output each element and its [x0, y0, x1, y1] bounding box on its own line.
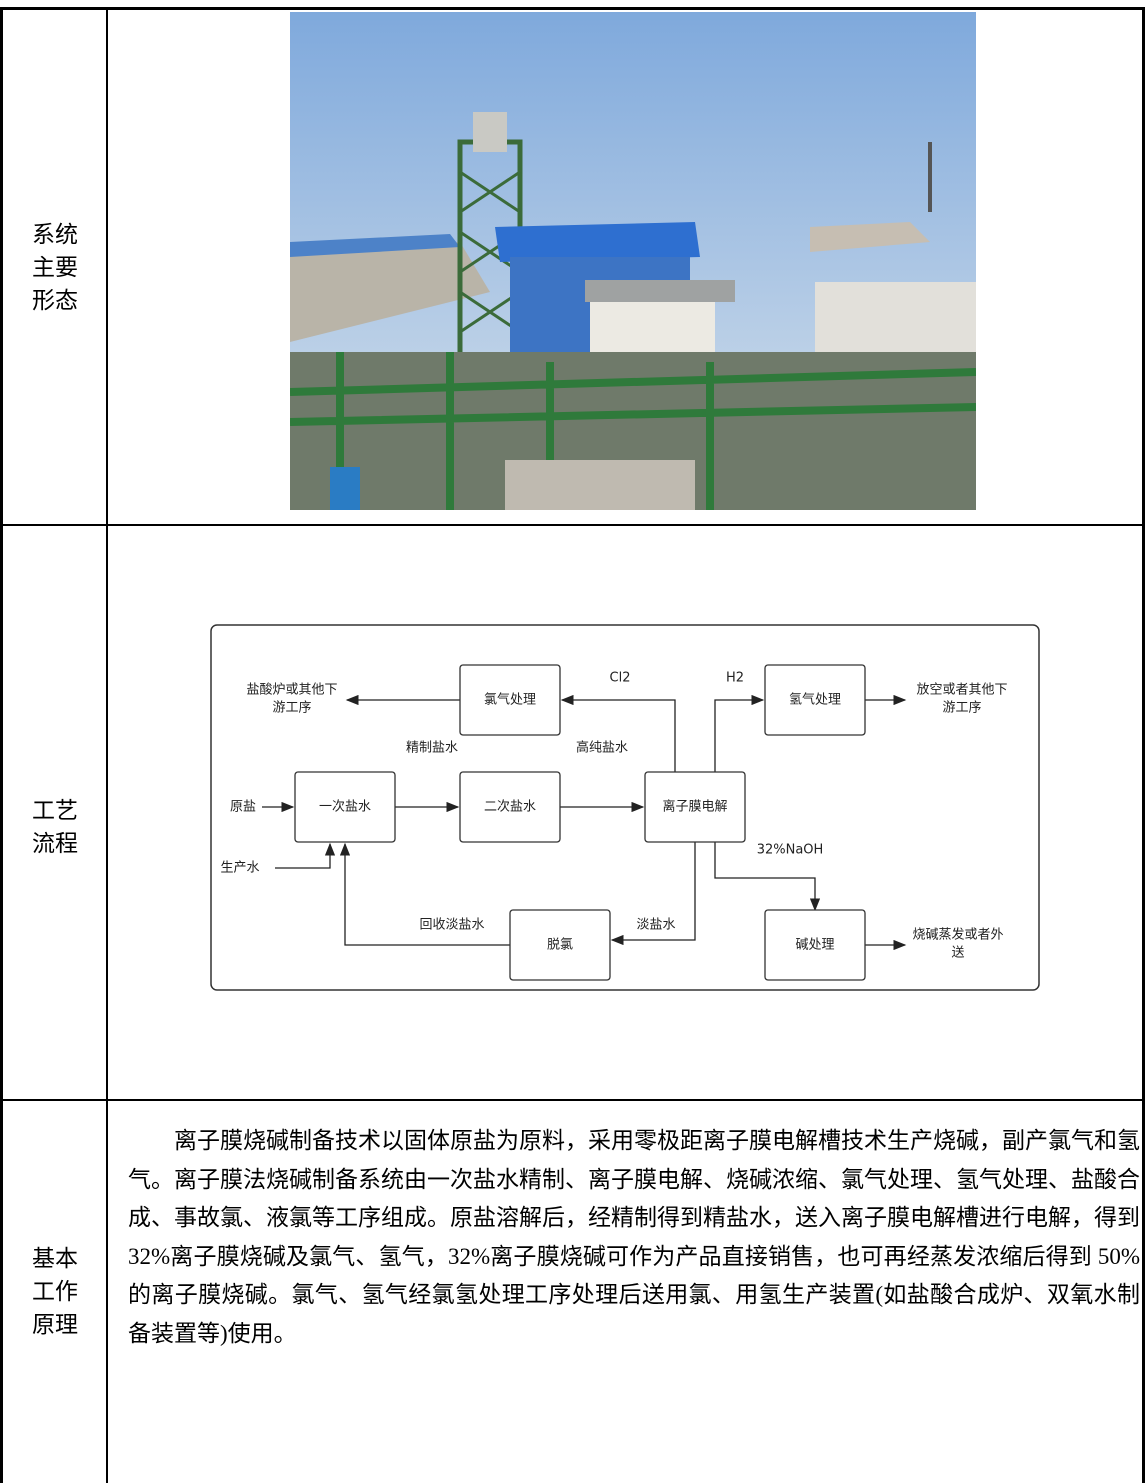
node-box — [459, 771, 561, 843]
label-line: 原理 — [32, 1312, 78, 1337]
flow-text: Cl2 — [610, 671, 631, 686]
node-label: 一次盐水 — [319, 799, 371, 815]
flow-text: 高纯盐水 — [576, 740, 628, 756]
node-label: 脱氯 — [547, 938, 573, 953]
column-divider — [106, 7, 108, 1483]
flow-text: 淡盐水 — [636, 918, 675, 933]
label-line: 主要 — [32, 255, 78, 280]
node-label: 碱处理 — [795, 938, 834, 953]
table-border — [1142, 7, 1145, 1483]
table-border — [0, 7, 3, 1483]
label-line: 工艺 — [32, 798, 78, 823]
plant-photo — [290, 12, 976, 510]
flow-text: H2 — [726, 671, 744, 686]
flow-text: 生产水 — [220, 861, 259, 876]
node-box — [764, 909, 866, 981]
flow-text: 放空或者其他下 — [916, 683, 1007, 698]
flow-text: 原盐 — [230, 800, 256, 815]
node-label: 氢气处理 — [789, 692, 841, 708]
edges — [262, 694, 907, 951]
flow-text: 送 — [951, 946, 964, 961]
node-label: 离子膜电解 — [662, 799, 727, 815]
table-border — [0, 7, 1145, 10]
paragraph: 离子膜烧碱制备技术以固体原盐为原料，采用零极距离子膜电解槽技术生产烧碱，副产氯气… — [128, 1128, 1140, 1346]
node-box — [459, 664, 561, 736]
flow-text: 回收淡盐水 — [419, 918, 484, 933]
row-label: 系统 主要 形态 — [3, 218, 107, 317]
label-line: 系统 — [32, 222, 78, 247]
label-line: 形态 — [32, 288, 78, 313]
node-label: 二次盐水 — [484, 799, 536, 815]
row-divider — [0, 524, 1145, 526]
label-line: 基本 — [32, 1246, 78, 1271]
node-box — [509, 909, 611, 981]
flow-text: 游工序 — [942, 701, 981, 716]
label-line: 工作 — [32, 1279, 78, 1304]
node-box — [294, 771, 396, 843]
row-label: 工艺 流程 — [3, 794, 107, 860]
flow-text: 32%NaOH — [757, 843, 824, 858]
flow-text: 盐酸炉或其他下 — [246, 683, 337, 698]
node-box — [644, 771, 746, 843]
row-label: 基本 工作 原理 — [3, 1242, 107, 1341]
label-line: 流程 — [32, 831, 78, 856]
node-box — [764, 664, 866, 736]
node-label: 氯气处理 — [484, 692, 536, 708]
flow-text: 游工序 — [272, 701, 311, 716]
flow-text: 精制盐水 — [406, 741, 458, 756]
row-divider — [0, 1099, 1145, 1101]
flow-text: 烧碱蒸发或者外 — [912, 927, 1003, 943]
